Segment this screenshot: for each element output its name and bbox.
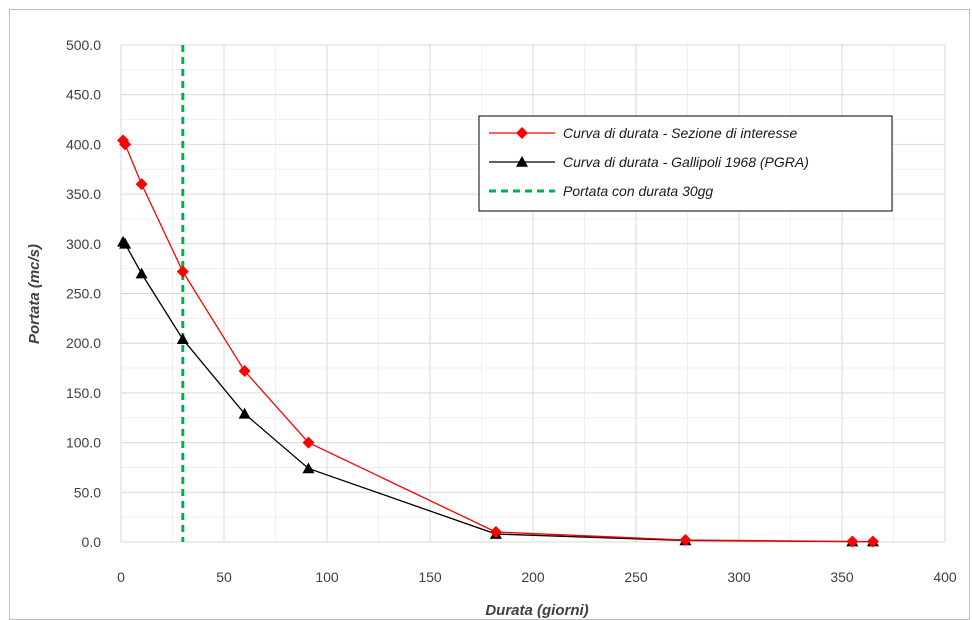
series-sezione-di-interesse — [117, 134, 879, 548]
data-point — [866, 535, 879, 548]
legend-marker — [516, 156, 528, 167]
x-tick-label: 50 — [216, 569, 232, 585]
y-axis-ticks: 0.0 50.0 100.0 150.0 200.0 250.0 300.0 350.0 400… — [66, 37, 101, 550]
x-tick-label: 250 — [624, 569, 648, 585]
y-tick-label: 300.0 — [66, 236, 101, 252]
x-tick-label: 0 — [117, 569, 125, 585]
x-tick-label: 300 — [727, 569, 751, 585]
legend-label: Curva di durata - Gallipoli 1968 (PGRA) — [563, 154, 809, 170]
legend-marker — [516, 127, 528, 139]
data-point — [135, 178, 148, 191]
x-tick-label: 100 — [315, 569, 339, 585]
x-tick-label: 200 — [521, 569, 545, 585]
x-tick-label: 350 — [830, 569, 854, 585]
data-point — [238, 407, 251, 419]
y-tick-label: 100.0 — [66, 435, 101, 451]
data-point — [119, 138, 132, 151]
legend: Curva di durata - Sezione di interesse Cu… — [478, 115, 893, 212]
x-tick-label: 150 — [418, 569, 442, 585]
series-line — [122, 140, 873, 543]
data-point — [489, 526, 502, 539]
data-point — [135, 267, 148, 279]
data-point — [846, 535, 859, 548]
legend-label: Curva di durata - Sezione di interesse — [563, 125, 797, 141]
y-tick-label: 150.0 — [66, 385, 101, 401]
y-tick-label: 250.0 — [66, 286, 101, 302]
legend-item: Curva di durata - Sezione di interesse — [489, 125, 797, 141]
data-point — [176, 265, 189, 278]
y-tick-label: 500.0 — [66, 37, 101, 53]
data-point — [238, 365, 251, 378]
series-group — [117, 134, 879, 548]
y-tick-label: 200.0 — [66, 335, 101, 351]
series-gallipoli-1968 — [117, 235, 879, 547]
data-point — [302, 436, 315, 449]
legend-label: Portata con durata 30gg — [563, 183, 713, 199]
data-point — [302, 462, 315, 474]
y-tick-label: 450.0 — [66, 87, 101, 103]
x-tick-label: 400 — [933, 569, 957, 585]
data-point — [119, 237, 132, 249]
legend-item: Curva di durata - Gallipoli 1968 (PGRA) — [489, 154, 809, 170]
legend-box — [478, 115, 893, 212]
data-point — [176, 333, 189, 345]
x-axis-title: Durata (giorni) — [485, 602, 588, 619]
y-tick-label: 400.0 — [66, 136, 101, 152]
chart-frame — [9, 9, 970, 620]
series-line — [122, 241, 873, 543]
x-axis-ticks: 0 50 100 150 200 250 300 350 400 — [117, 569, 957, 585]
data-point — [679, 534, 692, 547]
y-tick-label: 350.0 — [66, 186, 101, 202]
y-axis-title: Portata (mc/s) — [26, 244, 43, 344]
y-tick-label: 0.0 — [82, 534, 102, 550]
y-tick-label: 50.0 — [74, 484, 101, 500]
legend-item: Portata con durata 30gg — [489, 183, 713, 199]
